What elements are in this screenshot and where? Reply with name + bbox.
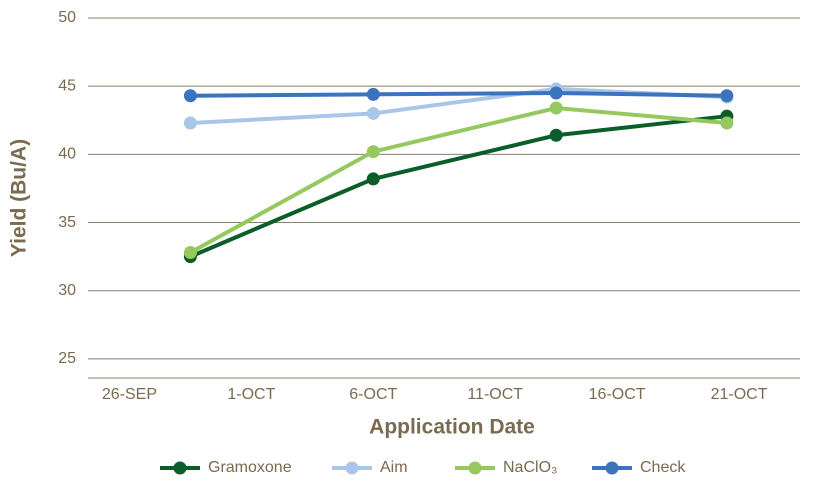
data-point [183,116,197,130]
data-point [183,89,197,103]
series-line [189,105,728,255]
series-line [189,114,728,259]
legend-marker [605,461,619,475]
series-line [190,90,727,98]
x-tick-label: 16-OCT [589,386,646,403]
legend-label: Gramoxone [208,459,292,476]
legend-label: Aim [380,459,408,476]
legend-marker [173,461,187,475]
legend-label: NaClO₃ [503,459,558,476]
x-tick-label: 26-SEP [102,386,157,403]
legend-label: Check [640,459,686,476]
data-point [549,101,563,115]
data-point [183,246,197,260]
y-axis-label: Yield (Bu/A) [8,139,31,257]
data-point [366,87,380,101]
legend-marker [345,461,359,475]
y-tick-label: 30 [58,282,76,299]
data-point [549,128,563,142]
y-tick-label: 40 [58,146,76,163]
data-point [366,106,380,120]
x-tick-label: 21-OCT [711,386,768,403]
x-tick-label: 6-OCT [349,386,397,403]
data-point [549,86,563,100]
y-tick-label: 35 [58,214,76,231]
data-point [720,116,734,130]
legend-marker [468,461,482,475]
y-tick-label: 50 [58,9,76,26]
y-tick-label: 45 [58,77,76,94]
data-point [366,172,380,186]
x-tick-label: 1-OCT [227,386,275,403]
x-axis-label: Application Date [369,416,535,439]
data-point [720,89,734,103]
x-tick-label: 11-OCT [467,386,523,403]
y-tick-label: 25 [58,350,76,367]
data-point [366,145,380,159]
